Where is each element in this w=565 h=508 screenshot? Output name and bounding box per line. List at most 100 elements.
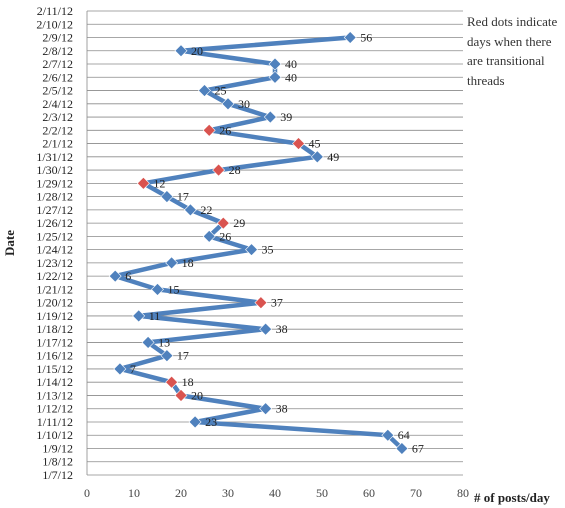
- data-marker: [310, 150, 324, 164]
- data-label: 20: [191, 388, 203, 402]
- y-tick-label: 1/15/12: [36, 362, 73, 376]
- data-markers: [108, 31, 409, 455]
- data-label: 18: [182, 256, 194, 270]
- y-tick-label: 1/26/12: [36, 216, 73, 230]
- y-tick-label: 2/6/12: [42, 70, 73, 84]
- y-tick-label: 2/10/12: [36, 17, 73, 31]
- y-tick-label: 1/31/12: [36, 150, 73, 164]
- data-marker: [141, 336, 155, 349]
- y-tick-label: 1/16/12: [36, 349, 73, 363]
- data-marker: [198, 84, 211, 97]
- data-marker: [268, 57, 282, 71]
- data-marker: [268, 70, 282, 84]
- y-tick-label: 2/5/12: [42, 84, 73, 98]
- data-marker: [202, 229, 216, 243]
- data-label: 49: [327, 150, 339, 164]
- y-tick-label: 2/4/12: [42, 97, 73, 111]
- data-label: 17: [177, 349, 189, 363]
- y-tick-label: 2/11/12: [37, 4, 73, 18]
- data-marker: [395, 442, 409, 455]
- data-marker: [132, 309, 146, 323]
- data-label: 17: [177, 190, 189, 204]
- y-tick-label: 1/23/12: [36, 256, 73, 270]
- data-label: 45: [309, 137, 321, 151]
- data-marker: [188, 415, 202, 429]
- data-label: 35: [262, 243, 274, 257]
- y-tick-label: 1/30/12: [36, 163, 73, 177]
- y-tick-label: 1/22/12: [36, 269, 73, 283]
- y-tick-label: 1/17/12: [36, 335, 73, 349]
- x-tick-label: 50: [316, 486, 328, 500]
- data-label: 40: [285, 57, 297, 71]
- data-label: 40: [285, 70, 297, 84]
- transitional-marker: [165, 375, 179, 389]
- gridlines: [87, 10, 463, 476]
- transitional-marker: [216, 216, 230, 230]
- x-tick-label: 80: [457, 486, 469, 500]
- y-tick-label: 2/9/12: [42, 31, 73, 45]
- y-tick-label: 1/29/12: [36, 176, 73, 190]
- y-tick-label: 1/24/12: [36, 243, 73, 257]
- y-axis-tick-labels: 1/7/121/8/121/9/121/10/121/11/121/12/121…: [36, 4, 73, 482]
- transitional-marker: [202, 123, 216, 137]
- data-marker: [108, 269, 122, 283]
- data-marker: [259, 322, 273, 336]
- y-tick-label: 1/28/12: [36, 190, 73, 204]
- annotation-note: Red dots indicate days when there are tr…: [467, 14, 558, 88]
- y-tick-label: 1/14/12: [36, 375, 73, 389]
- y-tick-label: 1/11/12: [37, 415, 73, 429]
- y-tick-label: 1/7/12: [42, 468, 73, 482]
- data-marker: [183, 203, 197, 217]
- data-marker: [113, 362, 127, 376]
- x-tick-label: 20: [175, 486, 187, 500]
- y-tick-label: 1/10/12: [36, 428, 73, 442]
- y-axis-title: Date: [2, 230, 17, 256]
- data-label: 56: [360, 31, 372, 45]
- y-tick-label: 2/8/12: [42, 44, 73, 58]
- x-tick-label: 60: [363, 486, 375, 500]
- data-label: 67: [412, 441, 424, 455]
- y-tick-label: 1/8/12: [42, 455, 73, 469]
- data-label: 39: [280, 110, 292, 124]
- y-tick-label: 1/20/12: [36, 296, 73, 310]
- y-tick-label: 1/9/12: [42, 441, 73, 455]
- data-label: 13: [158, 335, 170, 349]
- data-marker: [245, 243, 258, 257]
- x-tick-label: 30: [222, 486, 234, 500]
- data-marker: [160, 349, 174, 363]
- y-tick-label: 1/25/12: [36, 229, 73, 243]
- data-marker: [165, 256, 179, 270]
- data-label: 25: [215, 84, 227, 98]
- data-marker: [381, 428, 395, 442]
- x-tick-label: 40: [269, 486, 281, 500]
- series-line: [112, 35, 404, 451]
- transitional-marker: [174, 389, 188, 402]
- data-label: 6: [125, 269, 131, 283]
- x-tick-label: 10: [128, 486, 140, 500]
- data-label: 30: [238, 97, 250, 111]
- data-label: 28: [229, 163, 241, 177]
- transitional-marker: [212, 163, 226, 177]
- data-marker: [263, 110, 277, 124]
- data-label: 22: [200, 203, 212, 217]
- y-tick-label: 1/18/12: [36, 322, 73, 336]
- data-label: 23: [205, 415, 217, 429]
- y-tick-label: 1/27/12: [36, 203, 73, 217]
- data-marker: [151, 282, 164, 296]
- y-tick-label: 2/3/12: [42, 110, 73, 124]
- data-marker: [343, 31, 357, 44]
- y-tick-label: 1/21/12: [36, 282, 73, 296]
- x-tick-label: 0: [84, 486, 90, 500]
- y-tick-label: 2/2/12: [42, 123, 73, 137]
- data-marker: [221, 97, 235, 111]
- data-label: 37: [271, 296, 283, 310]
- data-label: 15: [168, 282, 180, 296]
- data-label: 38: [276, 322, 288, 336]
- data-label: 7: [130, 362, 136, 376]
- y-tick-label: 1/19/12: [36, 309, 73, 323]
- transitional-marker: [292, 137, 305, 150]
- y-tick-label: 1/13/12: [36, 388, 73, 402]
- data-label: 38: [276, 402, 288, 416]
- data-label: 26: [219, 229, 231, 243]
